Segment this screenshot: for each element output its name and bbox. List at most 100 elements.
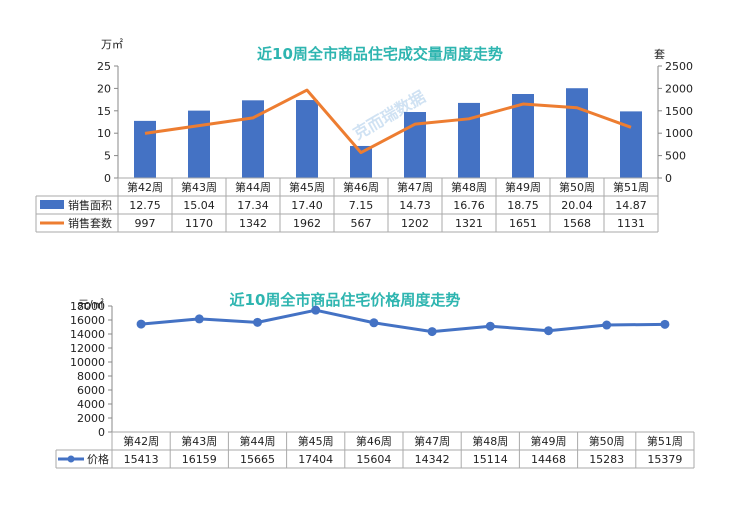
chart1-bar xyxy=(458,102,480,178)
chart1-bar xyxy=(242,100,264,178)
chart1-right-tick-label: 2500 xyxy=(665,60,693,73)
chart1-table-cell-units: 1131 xyxy=(617,217,645,230)
chart1-table-cell-units: 997 xyxy=(135,217,156,230)
chart1-table-cell-area: 17.40 xyxy=(291,199,323,212)
chart2-title: 近10周全市商品住宅价格周度走势 xyxy=(230,291,461,309)
chart2-table-cell-price: 15379 xyxy=(647,453,682,466)
chart2-x-tick-label: 第48周 xyxy=(472,434,508,448)
chart1-left-unit: 万㎡ xyxy=(101,38,123,51)
chart1-table-cell-area: 14.73 xyxy=(399,199,431,212)
chart2-line-point xyxy=(136,319,146,329)
chart1-table-cell-units: 1962 xyxy=(293,217,321,230)
chart1-bar xyxy=(566,88,588,178)
chart2-table-cell-price: 14468 xyxy=(531,453,566,466)
chart1-x-tick-label: 第47周 xyxy=(397,180,433,194)
chart2-unit: 元/㎡ xyxy=(78,298,104,311)
chart1-right-tick-label: 500 xyxy=(665,150,686,163)
chart2-legend-label: 价格 xyxy=(87,452,109,466)
chart1-legend-bar-key xyxy=(40,200,64,209)
chart1-x-tick-label: 第46周 xyxy=(343,180,379,194)
chart1-left-tick-label: 5 xyxy=(104,150,111,163)
chart2-table-cell-price: 17404 xyxy=(298,453,333,466)
chart1-table-cell-units: 1342 xyxy=(239,217,267,230)
chart2-table-cell-price: 15413 xyxy=(124,453,159,466)
chart1-table-cell-units: 1651 xyxy=(509,217,537,230)
chart2-line-point xyxy=(253,317,262,327)
chart2-x-tick-label: 第51周 xyxy=(647,434,683,448)
chart1-table-cell-area: 20.04 xyxy=(561,199,593,212)
chart2-y-tick-label: 4000 xyxy=(77,398,105,411)
chart2-x-tick-label: 第49周 xyxy=(531,434,567,448)
chart1-table-cell-units: 567 xyxy=(351,217,372,230)
chart2-x-tick-label: 第44周 xyxy=(240,434,276,448)
chart1-right-tick-label: 1000 xyxy=(665,127,693,140)
chart2-y-tick-label: 12000 xyxy=(70,342,105,355)
chart2-y-tick-label: 8000 xyxy=(77,370,105,383)
chart2-y-tick-label: 10000 xyxy=(70,356,105,369)
chart1-bar xyxy=(350,145,372,178)
chart2-x-tick-label: 第42周 xyxy=(123,434,159,448)
chart2-line xyxy=(140,308,665,334)
chart1-table-cell-units: 1202 xyxy=(401,217,429,230)
chart2-y-tick-label: 6000 xyxy=(77,384,105,397)
chart2-x-tick-label: 第45周 xyxy=(298,434,334,448)
chart1-x-tick-label: 第43周 xyxy=(181,180,217,194)
chart2-table-cell-price: 15114 xyxy=(473,453,508,466)
chart2-line-point xyxy=(311,305,321,315)
chart1-bar xyxy=(512,94,534,178)
chart1-right-tick-label: 0 xyxy=(665,172,672,185)
chart1-bar xyxy=(620,111,642,178)
chart1-left-tick-label: 15 xyxy=(97,105,111,118)
chart1-bar xyxy=(134,120,156,178)
chart1-table-cell-units: 1321 xyxy=(455,217,483,230)
chart2-table-cell-price: 16159 xyxy=(182,453,217,466)
chart2-x-tick-label: 第47周 xyxy=(414,434,450,448)
chart1-x-tick-label: 第45周 xyxy=(289,180,325,194)
chart1-line xyxy=(144,88,632,155)
chart1-table-cell-units: 1568 xyxy=(563,217,591,230)
chart1-bar xyxy=(188,110,210,178)
chart2-x-tick-label: 第46周 xyxy=(356,434,392,448)
chart2-x-tick-label: 第50周 xyxy=(589,434,625,448)
chart2-table-cell-price: 15283 xyxy=(589,453,624,466)
chart1-left-tick-label: 10 xyxy=(97,127,111,140)
chart2-y-tick-label: 16000 xyxy=(70,314,105,327)
chart2-table-cell-price: 15604 xyxy=(356,453,391,466)
chart1-title: 近10周全市商品住宅成交量周度走势 xyxy=(257,45,503,63)
chart1-table-cell-area: 14.87 xyxy=(615,199,647,212)
chart1-left-tick-label: 0 xyxy=(104,172,111,185)
chart1-table-cell-area: 17.34 xyxy=(237,199,269,212)
chart1-table-cell-units: 1170 xyxy=(185,217,213,230)
chart2-table-cell-price: 14342 xyxy=(415,453,450,466)
chart2-legend-marker xyxy=(67,455,75,463)
chart1-x-tick-label: 第42周 xyxy=(127,180,163,194)
chart2-line-point xyxy=(602,320,612,330)
chart2-line-point xyxy=(660,319,670,329)
chart1-x-tick-label: 第51周 xyxy=(613,180,649,194)
chart1-table-cell-area: 12.75 xyxy=(129,199,161,212)
chart2-line-point xyxy=(485,321,495,331)
chart1-x-tick-label: 第44周 xyxy=(235,180,271,194)
chart1-left-tick-label: 20 xyxy=(97,82,111,95)
chart1-table-cell-area: 7.15 xyxy=(349,199,374,212)
chart1-x-tick-label: 第49周 xyxy=(505,180,541,194)
chart2-x-tick-label: 第43周 xyxy=(181,434,217,448)
chart1-table-cell-area: 15.04 xyxy=(183,199,215,212)
chart1-right-unit: 套 xyxy=(654,48,665,61)
chart2-line-point xyxy=(369,318,379,328)
chart1-right-tick-label: 2000 xyxy=(665,82,693,95)
chart2-y-tick-label: 14000 xyxy=(70,328,105,341)
chart1-legend-line-label: 销售套数 xyxy=(68,216,112,230)
chart1-table-cell-area: 18.75 xyxy=(507,199,539,212)
chart1-table-cell-area: 16.76 xyxy=(453,199,485,212)
chart1-x-tick-label: 第50周 xyxy=(559,180,595,194)
chart1-bar xyxy=(296,100,318,178)
chart2-y-tick-label: 2000 xyxy=(77,412,105,425)
chart2-y-tick-label: 0 xyxy=(98,426,105,439)
chart1-right-tick-label: 1500 xyxy=(665,105,693,118)
chart2-line-point xyxy=(544,326,553,336)
chart2-line-point xyxy=(194,314,204,324)
chart2-y-tick-label: 18000 xyxy=(70,300,105,313)
chart2-table-cell-price: 15665 xyxy=(240,453,275,466)
